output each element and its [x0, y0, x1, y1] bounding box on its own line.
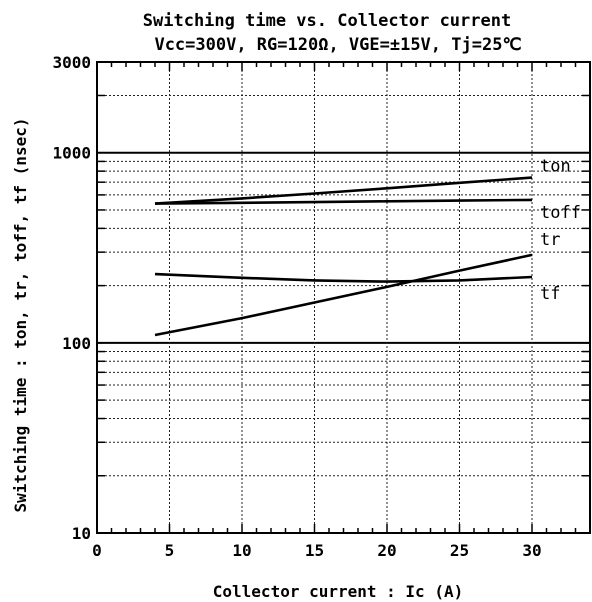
x-tick-label-10: 10 [232, 541, 251, 560]
series-lines [154, 176, 533, 337]
series-line-ton [154, 176, 533, 205]
series-label-tf: tf [540, 284, 560, 304]
x-tick-label-5: 5 [165, 541, 175, 560]
series-line-tr [154, 253, 533, 337]
x-axis-label: Collector current : Ic (A) [213, 582, 463, 601]
y-tick-label-1000: 1000 [52, 144, 91, 163]
series-labels: ton toff tr tf [540, 157, 581, 304]
y-tick-label-3000: 3000 [52, 53, 91, 72]
x-tick-label-0: 0 [92, 541, 102, 560]
y-tick-label-10: 10 [72, 524, 91, 543]
y-tick-label-100: 100 [62, 334, 91, 353]
x-tick-label-15: 15 [305, 541, 324, 560]
y-axis-label: Switching time : ton, tr, toff, tf (nsec… [11, 118, 30, 513]
series-label-toff: toff [540, 203, 581, 223]
x-tick-label-25: 25 [450, 541, 469, 560]
series-label-ton: ton [540, 157, 571, 177]
chart-title: Switching time vs. Collector current [143, 11, 511, 31]
chart-subtitle: Vcc=300V, RG=120Ω, VGE=±15V, Tj=25℃ [154, 35, 521, 55]
series-label-tr: tr [540, 230, 560, 250]
axes: 0 5 10 15 20 25 30 10 100 1000 3000 [52, 53, 591, 560]
x-tick-label-20: 20 [377, 541, 396, 560]
series-line-tf [154, 272, 533, 283]
x-tick-label-30: 30 [522, 541, 541, 560]
series-line-toff [154, 198, 533, 205]
